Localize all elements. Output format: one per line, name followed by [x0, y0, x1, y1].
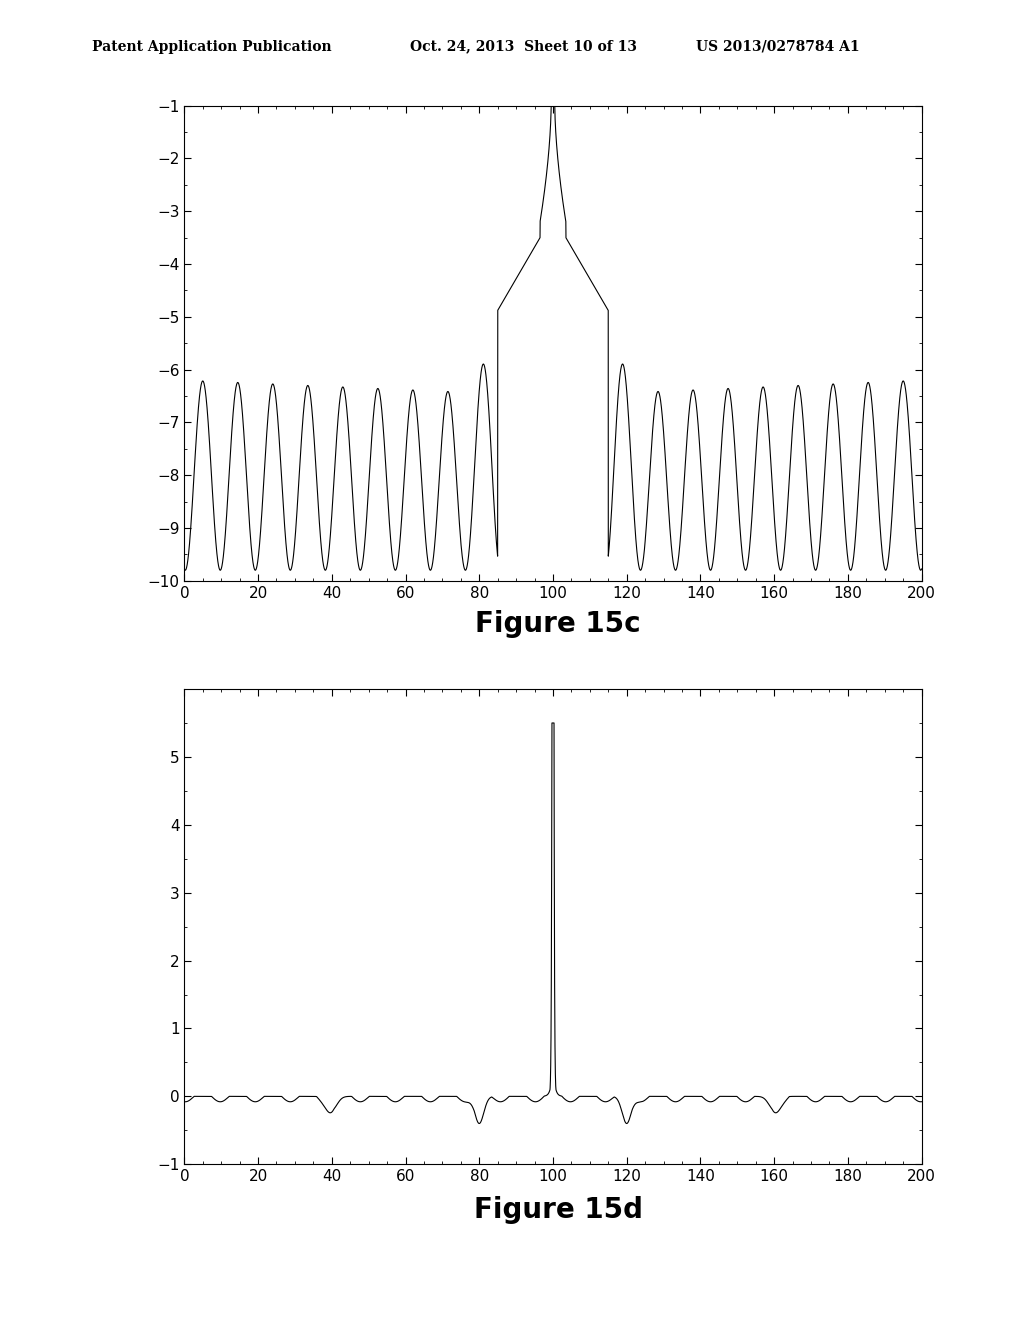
Text: US 2013/0278784 A1: US 2013/0278784 A1	[696, 40, 860, 54]
Text: Patent Application Publication: Patent Application Publication	[92, 40, 332, 54]
Text: Figure 15d: Figure 15d	[473, 1196, 643, 1225]
Text: Figure 15c: Figure 15c	[475, 610, 641, 639]
Text: Oct. 24, 2013  Sheet 10 of 13: Oct. 24, 2013 Sheet 10 of 13	[410, 40, 637, 54]
